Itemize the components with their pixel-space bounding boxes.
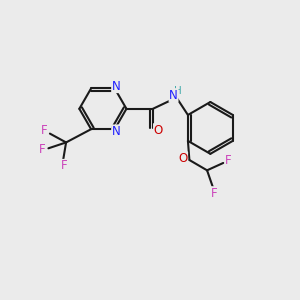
Text: F: F bbox=[39, 143, 45, 156]
Text: N: N bbox=[112, 125, 121, 138]
Text: F: F bbox=[41, 124, 48, 136]
Text: F: F bbox=[211, 187, 218, 200]
Text: O: O bbox=[154, 124, 163, 137]
Text: F: F bbox=[225, 154, 232, 166]
Text: N: N bbox=[169, 89, 178, 102]
Text: O: O bbox=[178, 152, 188, 165]
Text: N: N bbox=[112, 80, 121, 92]
Text: F: F bbox=[60, 160, 67, 172]
Text: H: H bbox=[174, 86, 182, 96]
